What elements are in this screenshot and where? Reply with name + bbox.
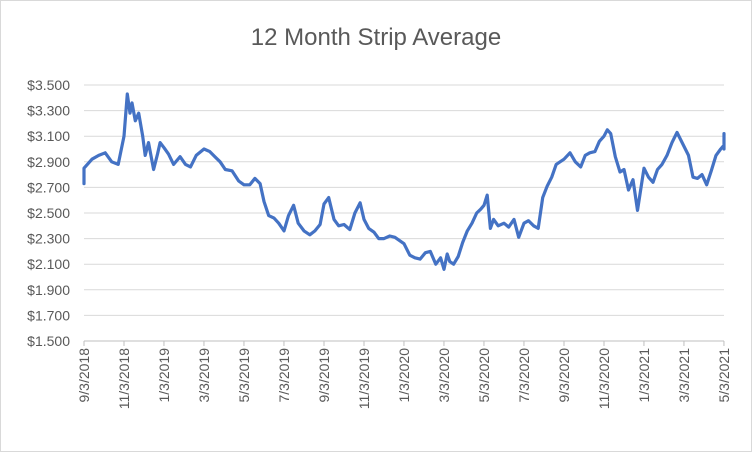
x-tick-label: 11/3/2020 (596, 348, 612, 409)
x-tick-label: 11/3/2019 (356, 348, 372, 409)
x-tick-label: 5/3/2021 (716, 348, 732, 403)
x-tick-label: 1/3/2020 (396, 348, 412, 403)
chart-title: 12 Month Strip Average (251, 24, 501, 51)
x-tick-label: 7/3/2020 (516, 348, 532, 403)
x-tick-label: 1/3/2021 (636, 348, 652, 403)
x-tick-label: 7/3/2019 (276, 348, 292, 403)
gridlines (83, 84, 725, 346)
y-tick-label: $2.500 (27, 205, 70, 221)
y-tick-label: $2.300 (27, 231, 70, 247)
y-tick-label: $3.300 (27, 103, 70, 119)
x-tick-label: 9/3/2020 (556, 348, 572, 403)
y-tick-label: $1.700 (27, 307, 70, 323)
y-axis-tick-labels: $1.500 $1.700 $1.900 $2.100 $2.300 $2.500 $2.7… (27, 77, 70, 349)
x-tick-label: 3/3/2020 (436, 348, 452, 403)
series-line (82, 92, 726, 271)
x-axis-tick-labels: 9/3/2018 11/3/2018 1/3/2019 3/3/2019 5/3/201… (76, 348, 732, 409)
x-tick-label: 5/3/2020 (476, 348, 492, 403)
y-tick-label: $1.900 (27, 282, 70, 298)
x-tick-label: 9/3/2018 (76, 348, 92, 403)
x-tick-label: 3/3/2021 (676, 348, 692, 403)
y-tick-label: $2.700 (27, 179, 70, 195)
x-tick-label: 1/3/2019 (156, 348, 172, 403)
x-tick-label: 5/3/2019 (236, 348, 252, 403)
x-tick-label: 11/3/2018 (116, 348, 132, 409)
y-tick-label: $2.100 (27, 256, 70, 272)
y-tick-label: $3.500 (27, 77, 70, 93)
y-tick-label: $2.900 (27, 154, 70, 170)
y-tick-label: $3.100 (27, 128, 70, 144)
y-tick-label: $1.500 (27, 333, 70, 349)
x-tick-label: 3/3/2019 (196, 348, 212, 403)
x-tick-label: 9/3/2019 (316, 348, 332, 403)
